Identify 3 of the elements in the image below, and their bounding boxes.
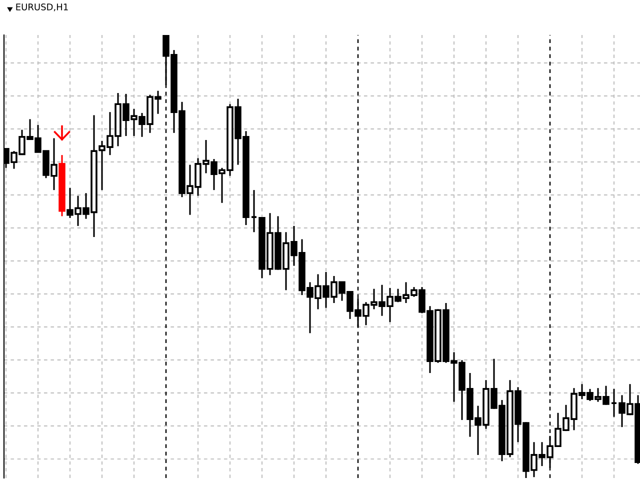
candlestick bbox=[250, 189, 258, 233]
chart-title: EURUSD,H1 bbox=[16, 4, 68, 12]
candlestick bbox=[610, 388, 618, 418]
